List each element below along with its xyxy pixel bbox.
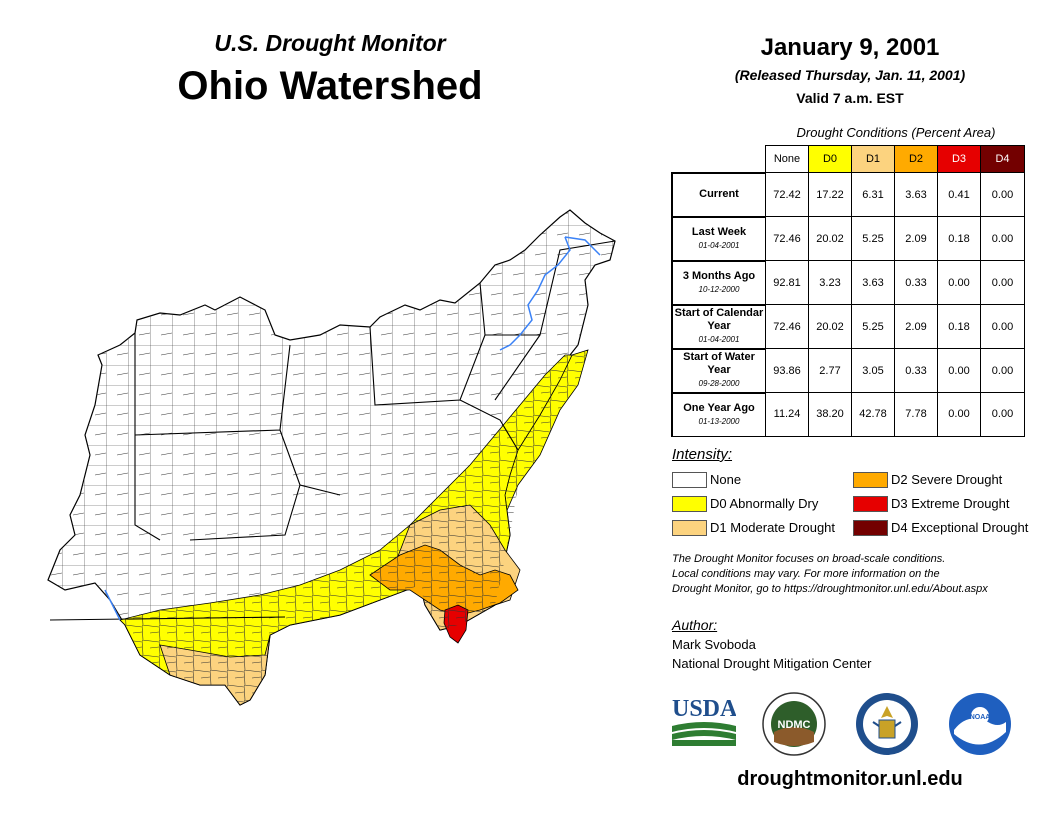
map-subtitle: U.S. Drought Monitor [214,30,446,56]
legend-label: D3 Extreme Drought [891,496,1010,511]
table-cell: 0.00 [980,392,1025,437]
table-corner [672,146,766,173]
legend-label: D2 Severe Drought [891,472,1003,487]
table-cell: 7.78 [894,392,938,437]
table-cell: 0.33 [894,348,938,393]
ndmc-logo: NDMC [762,692,826,756]
row-label: Start of Calendar Year 01-04-2001 [671,303,766,349]
table-cell: 6.31 [851,172,895,217]
table-cell: 0.00 [937,392,981,437]
table-cell: 0.00 [980,348,1025,393]
website-url[interactable]: droughtmonitor.unl.edu [737,768,963,790]
note-line: Local conditions may vary. For more info… [672,568,940,580]
table-row: 3 Months Ago 10-12-2000 92.81 3.23 3.63 0… [671,259,1025,305]
table-caption: Drought Conditions (Percent Area) [796,125,996,140]
author-name: Mark Svoboda [672,637,756,652]
table-row: Current 72.42 17.22 6.31 3.63 0.41 0.00 [671,171,1025,217]
table-cell: 20.02 [808,304,852,349]
col-header-d4: D4 [980,145,1025,173]
table-cell: 3.63 [894,172,938,217]
table-cell: 92.81 [765,260,809,305]
table-cell: 0.33 [894,260,938,305]
ndmc-logo-text: NDMC [778,719,811,731]
table-row: Start of Water Year 09-28-2000 93.86 2.77… [671,347,1025,393]
doc-seal-logo [856,693,918,755]
table-cell: 72.46 [765,304,809,349]
table-cell: 0.00 [937,348,981,393]
release-date: (Released Thursday, Jan. 11, 2001) [734,67,966,83]
table-cell: 3.63 [851,260,895,305]
legend-swatch [853,472,888,488]
table-cell: 0.00 [980,304,1025,349]
map-date: January 9, 2001 [760,34,940,61]
legend-swatch [672,520,707,536]
table-cell: 38.20 [808,392,852,437]
author-organization: National Drought Mitigation Center [672,656,872,671]
table-cell: 3.05 [851,348,895,393]
row-label: Current [671,171,766,217]
table-cell: 2.09 [894,304,938,349]
author-heading: Author: [672,617,718,633]
row-label: Start of Water Year 09-28-2000 [671,347,766,393]
legend-swatch [853,520,888,536]
table-cell: 72.46 [765,216,809,261]
table-cell: 0.00 [980,260,1025,305]
table-cell: 0.18 [937,216,981,261]
row-label: Last Week 01-04-2001 [671,215,766,261]
valid-time: Valid 7 a.m. EST [796,90,904,106]
table-cell: 11.24 [765,392,809,437]
table-row: Last Week 01-04-2001 72.46 20.02 5.25 2.0… [671,215,1025,261]
table-header-row: None D0 D1 D2 D3 D4 [672,145,1025,173]
col-header-none: None [765,145,809,173]
usda-logo-text: USDA [672,696,736,722]
col-header-d3: D3 [937,145,981,173]
map-title: Ohio Watershed [177,64,483,108]
note-line: Drought Monitor, go to https://droughtmo… [672,583,988,595]
usda-logo: USDA [672,696,736,746]
table-cell: 20.02 [808,216,852,261]
row-label: One Year Ago 01-13-2000 [671,391,766,437]
table-cell: 72.42 [765,172,809,217]
note-line: The Drought Monitor focuses on broad-sca… [672,553,946,565]
table-cell: 3.23 [808,260,852,305]
table-cell: 93.86 [765,348,809,393]
table-cell: 5.25 [851,216,895,261]
table-row: One Year Ago 01-13-2000 11.24 38.20 42.78… [671,391,1025,437]
legend-swatch [672,496,707,512]
table-cell: 5.25 [851,304,895,349]
table-row: Start of Calendar Year 01-04-2001 72.46 2… [671,303,1025,349]
table-cell: 2.09 [894,216,938,261]
noaa-logo: NOAA [949,693,1011,755]
legend-label: D4 Exceptional Drought [891,520,1029,535]
table-cell: 42.78 [851,392,895,437]
legend-label: None [710,472,742,487]
col-header-d1: D1 [851,145,895,173]
noaa-logo-text: NOAA [970,714,991,721]
legend-label: D0 Abnormally Dry [710,496,819,511]
legend-swatch [853,496,888,512]
col-header-d2: D2 [894,145,938,173]
disclaimer-note: The Drought Monitor focuses on broad-sca… [672,552,1042,597]
legend-label: D1 Moderate Drought [710,520,836,535]
table-cell: 17.22 [808,172,852,217]
table-cell: 0.00 [980,216,1025,261]
ohio-watershed-map [47,209,616,706]
table-cell: 2.77 [808,348,852,393]
row-label: 3 Months Ago 10-12-2000 [671,259,766,305]
table-cell: 0.18 [937,304,981,349]
table-cell: 0.00 [980,172,1025,217]
drought-conditions-table: None D0 D1 D2 D3 D4 Current 72.42 17.22 … [671,145,1025,437]
col-header-d0: D0 [808,145,852,173]
table-cell: 0.41 [937,172,981,217]
legend-title: Intensity: [672,446,733,463]
table-cell: 0.00 [937,260,981,305]
legend-swatch [672,472,707,488]
